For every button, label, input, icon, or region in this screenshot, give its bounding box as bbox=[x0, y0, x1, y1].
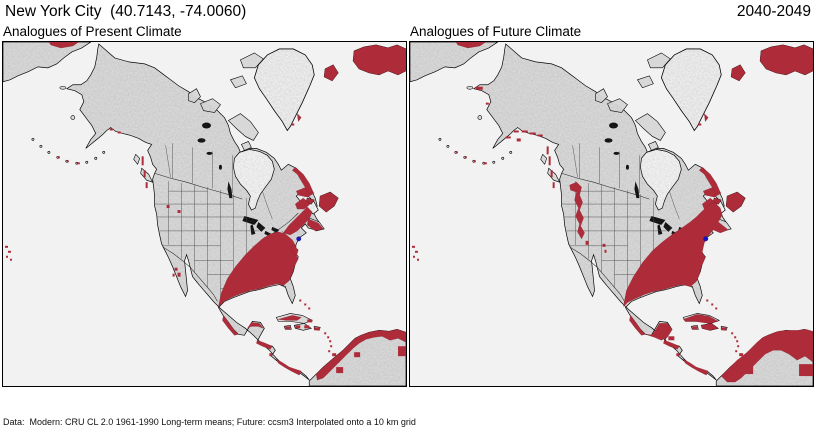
target-city-marker bbox=[296, 236, 302, 242]
target-city-marker bbox=[703, 236, 709, 242]
present-climate-map-panel bbox=[2, 41, 407, 387]
present-map-subtitle: Analogues of Present Climate bbox=[3, 24, 182, 39]
credits-data-line: Data: Modern: CRU CL 2.0 1961-1990 Long-… bbox=[3, 416, 416, 427]
future-climate-map bbox=[410, 42, 813, 386]
credits-block: Data: Modern: CRU CL 2.0 1961-1990 Long-… bbox=[3, 389, 651, 443]
present-climate-map bbox=[3, 42, 406, 386]
period-label: 2040-2049 bbox=[736, 3, 811, 20]
future-climate-map-panel bbox=[409, 41, 814, 387]
page-title: New York City (40.7143, -74.0060) bbox=[5, 3, 247, 20]
future-map-subtitle: Analogues of Future Climate bbox=[410, 24, 582, 39]
